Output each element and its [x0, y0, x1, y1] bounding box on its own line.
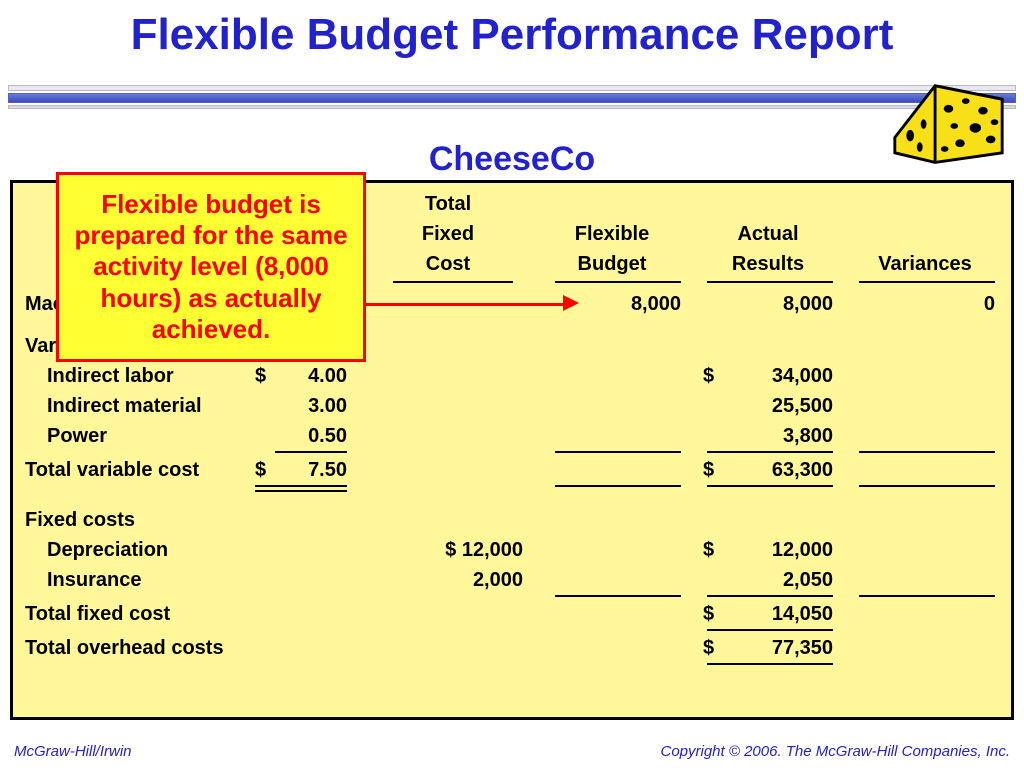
hdr-actual: Actual [703, 223, 833, 246]
val-to-actual: 77,350 [703, 637, 833, 660]
val-mh-var: 0 [855, 293, 995, 316]
divider-rule [8, 85, 1016, 115]
hdr-fixed: Cost [373, 253, 523, 276]
val-tv-perhr: 7.50 [255, 459, 347, 482]
val-ins-fixed: 2,000 [373, 569, 523, 592]
val-im-actual: 25,500 [703, 395, 833, 418]
val-il-actual: 34,000 [703, 365, 833, 388]
row-indirect-material: Indirect material [25, 395, 255, 418]
hdr-flex: Flexible [543, 223, 681, 246]
callout-box: Flexible budget is prepared for the same… [56, 172, 366, 362]
row-depreciation: Depreciation [25, 539, 255, 562]
val-pw-actual: 3,800 [703, 425, 833, 448]
footer-right: Copyright © 2006. The McGraw-Hill Compan… [660, 743, 1010, 760]
cheese-icon [891, 80, 1006, 170]
val-dep-actual: 12,000 [703, 539, 833, 562]
row-power: Power [25, 425, 255, 448]
hdr-fixed: Fixed [373, 223, 523, 246]
row-indirect-labor: Indirect labor [25, 365, 255, 388]
hdr-flex: Budget [543, 253, 681, 276]
row-total-overhead: Total overhead costs [25, 637, 255, 660]
slide-title: Flexible Budget Performance Report [0, 10, 1024, 60]
val-tf-actual: 14,050 [703, 603, 833, 626]
row-total-fixed: Total fixed cost [25, 603, 255, 626]
val-pw-perhr: 0.50 [255, 425, 347, 448]
val-im-perhr: 3.00 [255, 395, 347, 418]
val-tv-actual: 63,300 [703, 459, 833, 482]
callout-arrow [365, 303, 565, 306]
row-total-variable: Total variable cost [25, 459, 255, 482]
hdr-actual: Results [703, 253, 833, 276]
val-il-perhr: 4.00 [255, 365, 347, 388]
val-ins-actual: 2,050 [703, 569, 833, 592]
row-fixed-costs: Fixed costs [25, 509, 255, 532]
slide: Flexible Budget Performance Report Chees… [0, 0, 1024, 768]
hdr-var: Variances [855, 253, 995, 276]
val-mh-actual: 8,000 [703, 293, 833, 316]
arrow-head-icon [563, 295, 579, 311]
val-dep-fixed: $ 12,000 [373, 539, 523, 562]
hdr-fixed: Total [373, 193, 523, 216]
footer-left: McGraw-Hill/Irwin [14, 743, 132, 760]
row-insurance: Insurance [25, 569, 255, 592]
